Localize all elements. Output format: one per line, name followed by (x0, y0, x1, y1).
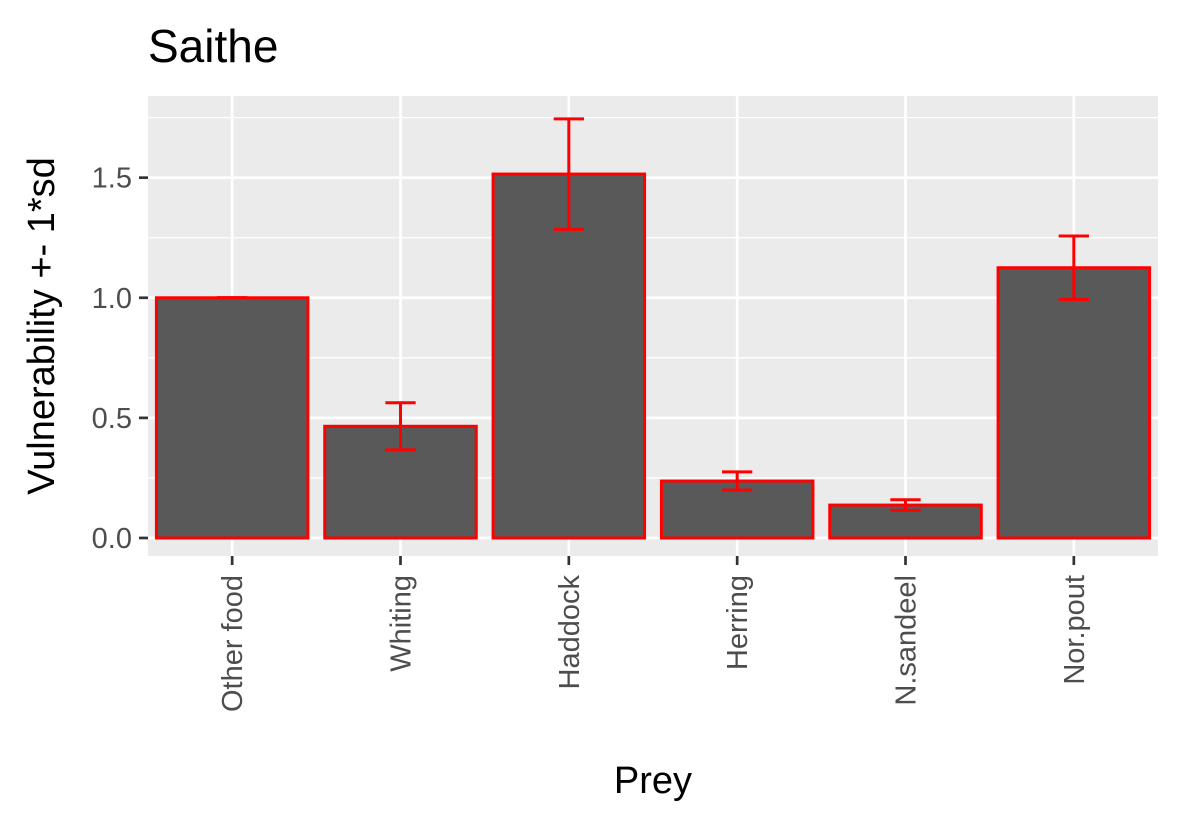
y-axis: 0.0 0.5 1.0 1.5 (92, 163, 148, 555)
y-tick-label: 1.0 (92, 283, 132, 315)
error-bar (722, 470, 753, 492)
x-tick-label: Nor.pout (1059, 575, 1091, 685)
bar-haddock (491, 172, 647, 540)
y-axis-title: Vulnerability +- 1*sd (21, 157, 63, 495)
bars-group (154, 172, 1152, 540)
bar-other-food (154, 296, 310, 540)
y-tick-label: 1.5 (92, 163, 132, 195)
bar-nor-pout (996, 266, 1152, 540)
error-bar (1058, 234, 1089, 301)
x-axis-title: Prey (614, 760, 692, 802)
x-tick-label: Haddock (554, 575, 586, 690)
y-tick-label: 0.5 (92, 403, 132, 435)
x-tick-label: Other food (217, 575, 249, 712)
x-tick-label: N.sandeel (891, 575, 923, 706)
y-tick-label: 0.0 (92, 523, 132, 555)
chart-title: Saithe (148, 20, 278, 72)
plot-panel (148, 96, 1158, 556)
error-bar (553, 117, 584, 231)
x-tick-label: Herring (722, 575, 754, 670)
error-bar (385, 401, 416, 452)
error-bars-group (217, 117, 1089, 512)
x-axis: Other food Whiting Haddock Herring N.sandeel… (217, 556, 1091, 712)
bar-whiting (323, 424, 478, 540)
minor-gridlines (148, 116, 1158, 479)
error-bar (890, 498, 921, 512)
x-tick-label: Whiting (386, 575, 418, 672)
